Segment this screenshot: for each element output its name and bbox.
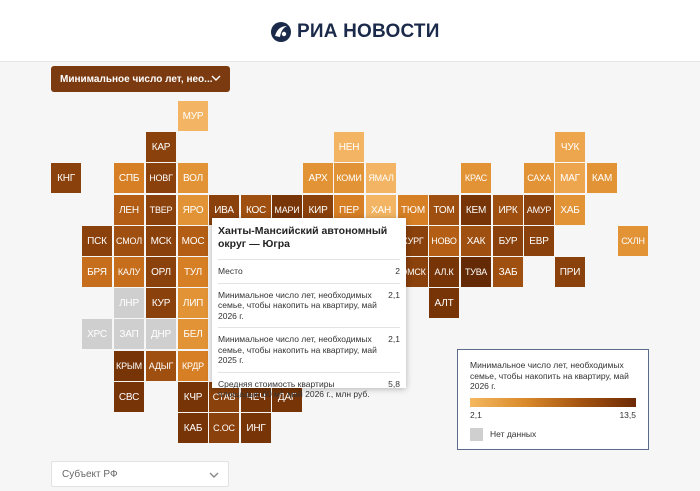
region-tile[interactable]: ТУВА: [461, 257, 491, 287]
region-tile[interactable]: ИНГ: [241, 413, 271, 443]
region-tile[interactable]: СПБ: [114, 163, 144, 193]
region-tile[interactable]: КАБ: [178, 413, 208, 443]
region-tile[interactable]: АМУР: [524, 195, 554, 225]
region-tile[interactable]: ТУЛ: [178, 257, 208, 287]
region-tile[interactable]: СВС: [114, 382, 144, 412]
ria-logo-icon: [271, 22, 291, 42]
region-tile[interactable]: КОМИ: [334, 163, 364, 193]
ria-logo[interactable]: РИА НОВОСТИ: [270, 20, 440, 44]
region-tile[interactable]: ЗАП: [114, 319, 144, 349]
color-legend: Минимальное число лет, необходимых семье…: [457, 349, 649, 450]
region-tile[interactable]: С.ОС: [209, 413, 239, 443]
region-tile[interactable]: АЛТ: [429, 288, 459, 318]
tooltip-row-value: 2,1: [388, 334, 400, 344]
region-tile[interactable]: КЕМ: [461, 195, 491, 225]
region-tile[interactable]: ЯМАЛ: [366, 163, 396, 193]
region-tile[interactable]: АДЫГ: [146, 351, 176, 381]
tooltip-row-value: 2,1: [388, 289, 400, 300]
region-tile[interactable]: ПРИ: [555, 257, 585, 287]
region-tile[interactable]: СХЛН: [618, 226, 648, 256]
chevron-down-icon: [209, 472, 219, 478]
region-tile[interactable]: САХА: [524, 163, 554, 193]
region-tile[interactable]: АРХ: [303, 163, 333, 193]
nodata-swatch: [470, 427, 483, 441]
legend-nodata: Нет данных: [470, 427, 636, 441]
region-tile[interactable]: ХРС: [82, 319, 112, 349]
region-tile[interactable]: КРДР: [178, 351, 208, 381]
region-tile[interactable]: ВОЛ: [178, 163, 208, 193]
region-tile[interactable]: МУР: [178, 101, 208, 131]
region-tile[interactable]: ЧУК: [555, 132, 585, 162]
region-tile[interactable]: ХАК: [461, 226, 491, 256]
chevron-down-icon: [211, 75, 221, 81]
region-tile[interactable]: ОРЛ: [146, 257, 176, 287]
region-tile[interactable]: КРЫМ: [114, 351, 144, 381]
region-tile[interactable]: ТВЕР: [146, 195, 176, 225]
region-tile[interactable]: ХАБ: [555, 195, 585, 225]
tooltip-row-label: Минимальное число лет, необходимых семье…: [218, 334, 377, 365]
region-tooltip: Ханты-Мансийский автономный округ — Югра…: [212, 218, 406, 399]
region-tile[interactable]: БУР: [493, 226, 523, 256]
tooltip-row-label: Минимальное число лет, необходимых семье…: [218, 289, 377, 321]
region-tile[interactable]: СМОЛ: [114, 226, 144, 256]
region-tile[interactable]: ЯРО: [178, 195, 208, 225]
region-tile[interactable]: КАЛУ: [114, 257, 144, 287]
region-tile[interactable]: ЛНР: [114, 288, 144, 318]
legend-title: Минимальное число лет, необходимых семье…: [470, 360, 629, 391]
legend-nodata-label: Нет данных: [490, 429, 537, 439]
indicator-dropdown-value: Минимальное число лет, нео...: [60, 73, 213, 85]
region-tile[interactable]: ТОМ: [429, 195, 459, 225]
region-tile[interactable]: КУР: [146, 288, 176, 318]
region-tile[interactable]: КЧР: [178, 382, 208, 412]
tooltip-row-label: Место: [218, 266, 243, 276]
logo-text: РИА НОВОСТИ: [297, 21, 440, 42]
legend-min: 2,1: [470, 409, 482, 420]
tooltip-row-value: 5,8: [388, 378, 400, 389]
region-tile[interactable]: ИРК: [493, 195, 523, 225]
region-tile[interactable]: ПСК: [82, 226, 112, 256]
region-tile[interactable]: МАГ: [555, 163, 585, 193]
region-tile[interactable]: НЕН: [334, 132, 364, 162]
tooltip-row: Минимальное число лет, необходимых семье…: [218, 328, 400, 373]
region-tile[interactable]: МСК: [146, 226, 176, 256]
tooltip-row: Минимальное число лет, необходимых семье…: [218, 284, 400, 328]
legend-gradient-bar: [470, 397, 636, 407]
region-tile[interactable]: КАР: [146, 132, 176, 162]
region-tile[interactable]: КНГ: [51, 163, 81, 193]
tooltip-row: Место 2: [218, 260, 400, 284]
region-tile[interactable]: ДНР: [146, 319, 176, 349]
region-tile[interactable]: БРЯ: [82, 257, 112, 287]
legend-max: 13,5: [619, 409, 636, 420]
region-tile[interactable]: ЕВР: [524, 226, 554, 256]
tooltip-row-value: 2: [395, 266, 400, 276]
region-tile[interactable]: КРАС: [461, 163, 491, 193]
region-tile[interactable]: АЛ.К: [429, 257, 459, 287]
region-tile[interactable]: ЗАБ: [493, 257, 523, 287]
tooltip-row-label: Средняя стоимость квартиры площадью 60 м…: [218, 378, 370, 400]
region-tile[interactable]: МОС: [178, 226, 208, 256]
region-tile[interactable]: БЕЛ: [178, 319, 208, 349]
indicator-dropdown[interactable]: Минимальное число лет, нео...: [51, 66, 230, 92]
region-tile[interactable]: НОВО: [429, 226, 459, 256]
region-tile[interactable]: ЛЕН: [114, 195, 144, 225]
region-tile[interactable]: НОВГ: [146, 163, 176, 193]
tooltip-row: Средняя стоимость квартиры площадью 60 м…: [218, 373, 400, 406]
region-tile[interactable]: ТЮМ: [398, 195, 428, 225]
region-tile[interactable]: ЛИП: [178, 288, 208, 318]
subject-dropdown-placeholder: Субъект РФ: [62, 468, 118, 480]
region-tile[interactable]: КАМ: [587, 163, 617, 193]
subject-dropdown[interactable]: Субъект РФ: [51, 461, 229, 487]
legend-scale: 2,1 13,5: [470, 410, 636, 420]
header-bar: РИА НОВОСТИ: [0, 0, 700, 62]
tooltip-title: Ханты-Мансийский автономный округ — Югра: [218, 218, 400, 260]
